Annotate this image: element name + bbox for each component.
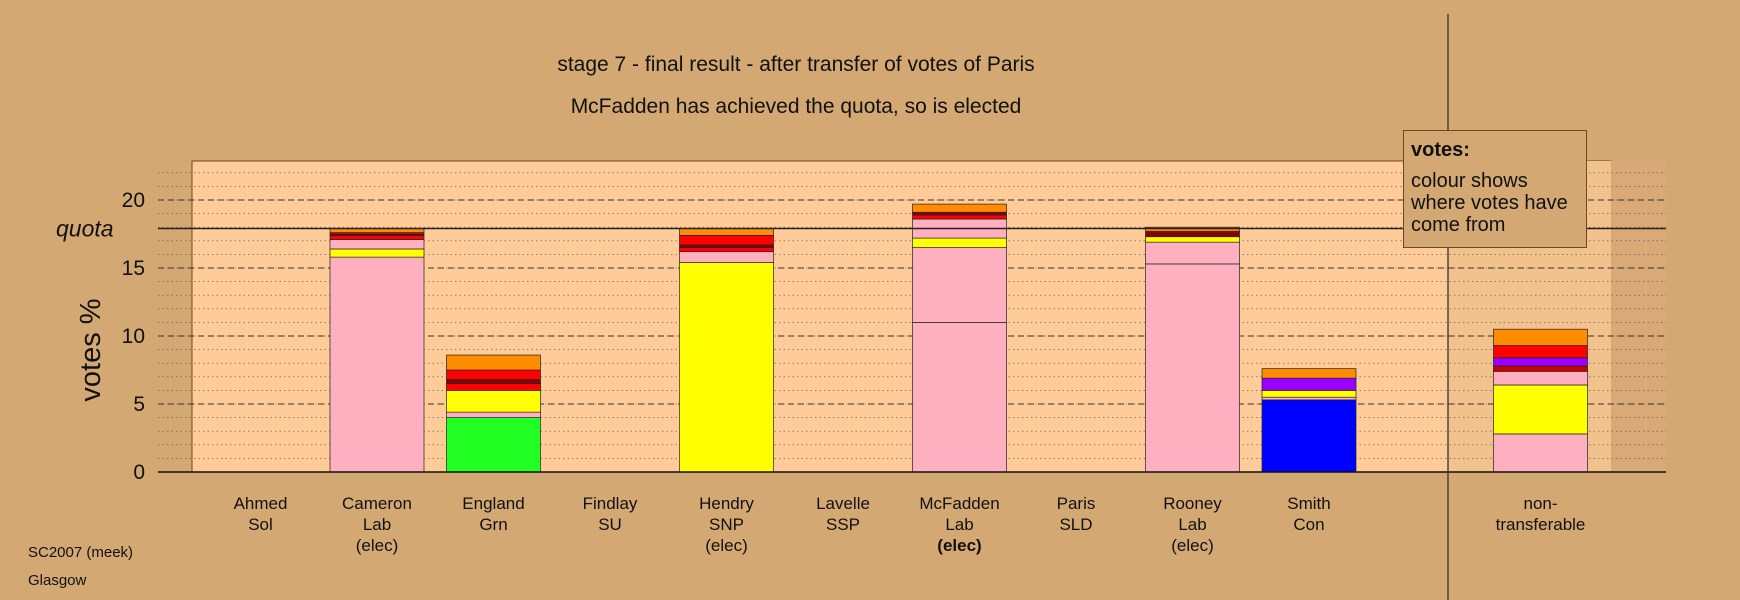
bar-segment (1261, 396, 1357, 401)
x-category-label: transferable (1496, 515, 1586, 534)
bar-segment (1493, 433, 1588, 473)
x-category-label: Smith (1287, 494, 1330, 513)
bar-segment (679, 244, 774, 248)
legend-title: votes: (1411, 139, 1470, 161)
bar-segment (1261, 399, 1357, 473)
bar-segment (1493, 328, 1588, 346)
x-category-label: England (462, 494, 524, 513)
x-category-label: (elec) (705, 536, 748, 555)
x-category-label: (elec) (1171, 536, 1214, 555)
x-category-label: Ahmed (234, 494, 288, 513)
legend-text: colour shows where votes have come from (1411, 170, 1568, 236)
x-category-label: Paris (1057, 494, 1096, 513)
chart-title: stage 7 - final result - after transfer … (557, 53, 1035, 76)
footer-location: Glasgow (28, 572, 87, 589)
x-category-label: Lab (945, 515, 973, 534)
x-category-label: Rooney (1163, 494, 1222, 513)
plot-area (191, 160, 1612, 473)
bar-segment (1493, 365, 1588, 372)
bar-segment (329, 239, 425, 250)
x-category-label: Findlay (583, 494, 638, 513)
bar-segment (446, 369, 541, 380)
quota-label: quota (56, 216, 114, 242)
bar-segment (679, 251, 774, 263)
x-category-label: SU (598, 515, 622, 534)
bar-segment (446, 354, 541, 371)
bar-segment (912, 247, 1007, 323)
x-category-label: Grn (479, 515, 507, 534)
x-category-label: (elec) (356, 536, 399, 555)
x-category-label: Hendry (699, 494, 754, 513)
y-tick-label: 15 (122, 257, 145, 280)
y-axis-label: votes % (75, 298, 107, 401)
bar-segment (1145, 263, 1240, 473)
plot-margin-right (1611, 161, 1666, 472)
bar-segment (912, 237, 1007, 248)
x-category-label: SNP (709, 515, 744, 534)
bar-segment (329, 248, 425, 258)
chart-subtitle: McFadden has achieved the quota, so is e… (570, 95, 1022, 118)
bar-segment (329, 235, 425, 240)
bar-segment (679, 235, 774, 246)
bar-segment (1145, 236, 1240, 243)
x-category-label: Sol (248, 515, 273, 534)
x-category-label: (elec) (937, 536, 981, 555)
bar-segment (1493, 384, 1588, 435)
bar-segment (1493, 357, 1588, 367)
x-category-label: Lavelle (816, 494, 870, 513)
bar-segment (912, 203, 1007, 213)
y-tick-label: 10 (122, 325, 145, 348)
bar-segment (1261, 368, 1357, 379)
bar-segment (1261, 390, 1357, 398)
y-tick-label: 5 (133, 393, 145, 416)
x-category-label: Lab (1178, 515, 1206, 534)
x-category-label: McFadden (919, 494, 999, 513)
legend-box: votes: colour shows where votes have com… (1403, 130, 1587, 248)
bar-segment (679, 262, 774, 473)
x-category-label: SSP (826, 515, 860, 534)
x-category-label: Cameron (342, 494, 412, 513)
x-category-label: SLD (1059, 515, 1092, 534)
y-tick-label: 0 (133, 461, 145, 484)
bar-segment (446, 390, 541, 413)
bar-segment (912, 322, 1007, 473)
x-category-label: Lab (363, 515, 391, 534)
bar-segment (912, 211, 1007, 216)
bar-segment (446, 417, 541, 473)
bar-segment (446, 411, 541, 418)
x-category-label: Con (1293, 515, 1324, 534)
bar-segment (1145, 232, 1240, 238)
bar-segment (912, 214, 1007, 220)
bar-segment (1261, 377, 1357, 391)
bar-segment (446, 379, 541, 384)
bar-segment (329, 256, 425, 473)
x-category-label: non- (1523, 494, 1557, 513)
bar-segment (679, 228, 774, 236)
bar-segment (679, 247, 774, 253)
y-tick-label: 20 (122, 189, 145, 212)
bar-segment (1493, 371, 1588, 386)
bar-segment (446, 383, 541, 391)
bar-segment (1145, 241, 1240, 265)
bar-segment (1493, 345, 1588, 359)
footer-method: SC2007 (meek) (28, 544, 134, 561)
